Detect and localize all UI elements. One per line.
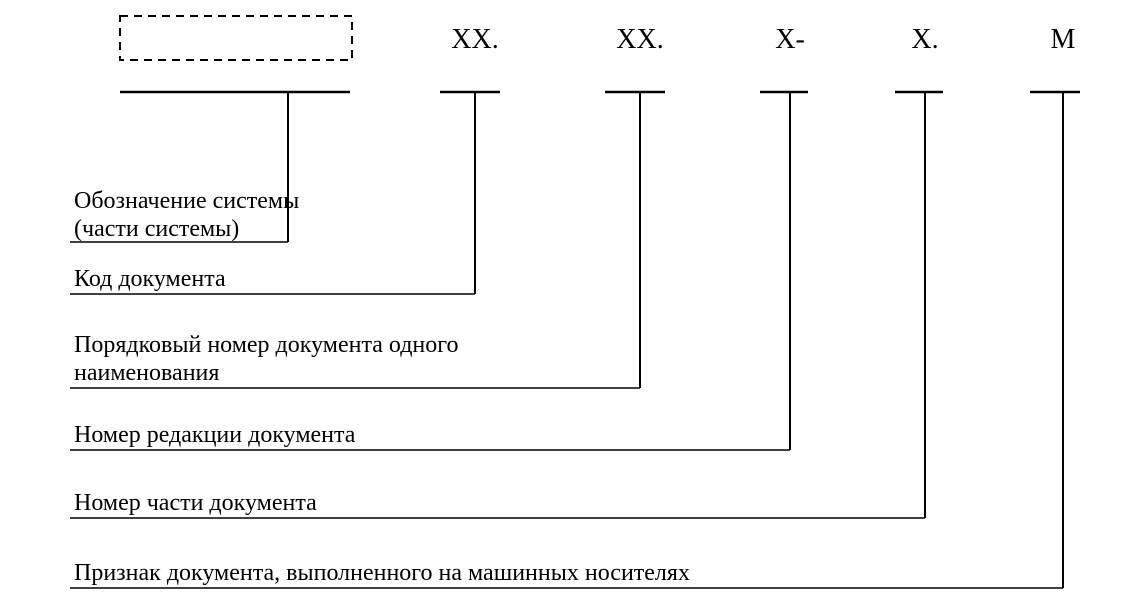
field-f2: XX. [605,24,665,92]
field-label-f4: X. [911,24,938,55]
desc-text-d4: Номер части документа [74,490,317,516]
desc-row-d0: Обозначение системы(части системы) [70,92,299,242]
desc-text-d2-l0: Порядковый номер документа одного [74,332,459,358]
field-label-f3: X- [775,24,805,55]
desc-text-d5: Признак документа, выполненного на машин… [74,560,690,586]
desc-text-d3: Номер редакции документа [74,422,356,448]
system-designation-box [120,16,352,60]
field-label-f1: XX. [451,24,498,55]
structure-diagram: XX. XX. X- X. М Обозначение системы(части сис… [0,0,1140,613]
field-f5: М [1030,24,1080,92]
field-box [120,16,352,92]
field-f3: X- [760,24,808,92]
field-label-f2: XX. [616,24,663,55]
desc-text-d0-l1: (части системы) [74,216,239,242]
desc-text-d1: Код документа [74,266,226,292]
field-label-f5: М [1051,24,1076,55]
desc-row-d4: Номер части документа [70,92,925,518]
desc-text-d2-l1: наименования [74,360,219,386]
field-f4: X. [895,24,943,92]
field-f1: XX. [440,24,500,92]
desc-text-d0-l0: Обозначение системы [74,188,299,214]
